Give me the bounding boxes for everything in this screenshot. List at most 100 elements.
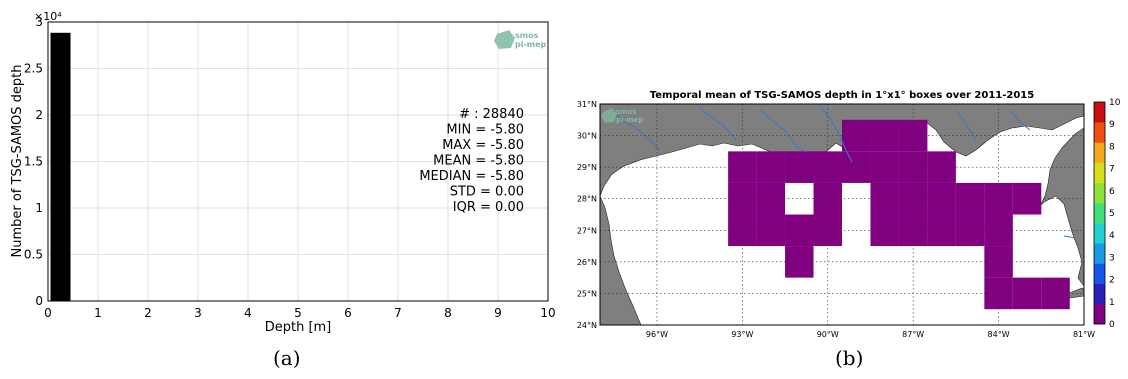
river-1 bbox=[609, 109, 661, 151]
rivers bbox=[609, 105, 1077, 239]
x-tick-label: 8 bbox=[444, 306, 452, 320]
colorbar-tick-label: 3 bbox=[1109, 253, 1115, 263]
y-tick-label: 0 bbox=[35, 294, 43, 308]
x-tick-label: 0 bbox=[44, 306, 52, 320]
colorbar-segment bbox=[1094, 202, 1105, 224]
logo-text-line2: pi-mep bbox=[515, 40, 547, 49]
y-axis-label: Number of TSG-SAMOS depth bbox=[10, 64, 25, 257]
colorbar-segment bbox=[1094, 182, 1105, 204]
colorbar-tick-label: 0 bbox=[1109, 320, 1115, 330]
x-tick-label: 1 bbox=[94, 306, 102, 320]
histogram-panel: 0 1 2 3 4 5 6 7 8 9 10 0 0.5 1 1.5 2 2.5 3 ×10⁴ Depth [m… bbox=[10, 10, 556, 335]
longitude-label: 81°W bbox=[1073, 330, 1095, 339]
river-2 bbox=[699, 107, 737, 141]
colorbar-segment bbox=[1094, 142, 1105, 163]
colorbar-segment bbox=[1094, 263, 1105, 284]
y-tick-label: 2 bbox=[35, 108, 43, 122]
x-tick-label: 3 bbox=[194, 306, 202, 320]
y-tick-label: 2.5 bbox=[24, 62, 43, 76]
stat-line: MEAN = -5.80 bbox=[433, 154, 524, 169]
colorbar-tick-label: 9 bbox=[1109, 120, 1115, 130]
colorbar-tick-label: 2 bbox=[1109, 276, 1115, 286]
stat-line: # : 28840 bbox=[459, 107, 524, 122]
river-6 bbox=[1009, 109, 1031, 131]
colorbar-segment bbox=[1094, 243, 1105, 264]
x-tick-label: 2 bbox=[144, 306, 152, 320]
latitude-labels: 24°N 25°N 26°N 27°N 28°N 29°N 30°N 31°N bbox=[577, 100, 597, 330]
latitude-label: 24°N bbox=[577, 321, 597, 330]
latitude-label: 25°N bbox=[577, 289, 597, 298]
longitude-labels: 96°W 93°W 90°W 87°W 84°W 81°W bbox=[646, 330, 1095, 339]
latitude-label: 27°N bbox=[577, 226, 597, 235]
stat-line: MEDIAN = -5.80 bbox=[419, 169, 524, 184]
x-tick-label: 9 bbox=[494, 306, 502, 320]
stat-line: MIN = -5.80 bbox=[446, 123, 524, 138]
longitude-label: 90°W bbox=[817, 330, 839, 339]
y-tick-label: 3 bbox=[35, 15, 43, 29]
colorbar-segment bbox=[1094, 303, 1105, 325]
logo-emblem-icon bbox=[494, 30, 515, 49]
longitude-label: 84°W bbox=[988, 330, 1010, 339]
colorbar: 0 1 2 3 4 5 6 7 8 9 10 bbox=[1093, 98, 1121, 330]
colorbar-segment bbox=[1094, 102, 1105, 123]
stat-line: STD = 0.00 bbox=[450, 185, 524, 200]
latitude-label: 30°N bbox=[577, 132, 597, 141]
latitude-label: 26°N bbox=[577, 258, 597, 267]
y-tick-label: 1.5 bbox=[24, 155, 43, 169]
data-cell bbox=[813, 182, 842, 215]
x-tick-label: 4 bbox=[244, 306, 252, 320]
map-frame bbox=[599, 103, 1085, 326]
x-tick-labels: 0 1 2 3 4 5 6 7 8 9 10 bbox=[44, 306, 555, 320]
logo-emblem-icon bbox=[601, 108, 617, 123]
logo-text-line1: smos bbox=[515, 31, 539, 40]
colorbar-tick-label: 6 bbox=[1109, 187, 1115, 197]
x-tick-label: 10 bbox=[540, 306, 555, 320]
longitude-label: 93°W bbox=[731, 330, 753, 339]
river-7 bbox=[1063, 235, 1077, 239]
smos-pimep-logo: smos pi-mep bbox=[494, 30, 547, 49]
colorbar-frame bbox=[1093, 101, 1106, 325]
data-cell bbox=[927, 182, 956, 215]
x-tick-label: 6 bbox=[344, 306, 352, 320]
histogram-bar bbox=[50, 32, 71, 302]
caption-b: (b) bbox=[835, 346, 864, 370]
stat-line: IQR = 0.00 bbox=[453, 200, 524, 215]
y-tick-label: 0.5 bbox=[24, 248, 43, 262]
colorbar-tick-label: 1 bbox=[1109, 298, 1115, 308]
colorbar-tick-label: 5 bbox=[1109, 209, 1115, 219]
smos-pimep-logo-map: smos pi-mep bbox=[601, 108, 643, 124]
river-3 bbox=[759, 109, 807, 153]
data-cell bbox=[927, 151, 956, 183]
colorbar-tick-label: 10 bbox=[1109, 98, 1121, 108]
logo-text-line2: pi-mep bbox=[616, 116, 643, 124]
x-axis-label: Depth [m] bbox=[265, 320, 332, 335]
y-tick-label: 1 bbox=[35, 201, 43, 215]
x-tick-label: 5 bbox=[294, 306, 302, 320]
histogram-bars bbox=[50, 32, 71, 302]
colorbar-segment bbox=[1094, 122, 1105, 143]
colorbar-segment bbox=[1094, 223, 1105, 244]
x-tick-label: 7 bbox=[394, 306, 402, 320]
map-title: Temporal mean of TSG-SAMOS depth in 1°x1… bbox=[650, 90, 1035, 101]
data-cell bbox=[927, 214, 956, 247]
stat-line: MAX = -5.80 bbox=[442, 138, 524, 153]
colorbar-tick-label: 7 bbox=[1109, 165, 1115, 175]
longitude-label: 87°W bbox=[902, 330, 924, 339]
colorbar-segment bbox=[1094, 162, 1105, 184]
longitude-label: 96°W bbox=[646, 330, 668, 339]
latitude-label: 28°N bbox=[577, 195, 597, 204]
y-tick-labels: 0 0.5 1 1.5 2 2.5 3 bbox=[24, 15, 43, 308]
map-panel: Temporal mean of TSG-SAMOS depth in 1°x1… bbox=[577, 90, 1121, 339]
latitude-label: 29°N bbox=[577, 163, 597, 172]
colorbar-tick-label: 4 bbox=[1109, 231, 1115, 241]
logo-text-line1: smos bbox=[616, 108, 636, 116]
river-4 bbox=[819, 105, 853, 163]
river-5 bbox=[955, 109, 977, 141]
colorbar-segment bbox=[1094, 283, 1105, 305]
colorbar-tick-label: 8 bbox=[1109, 142, 1115, 152]
caption-a: (a) bbox=[273, 346, 301, 370]
latitude-label: 31°N bbox=[577, 100, 597, 109]
y-offset-label: ×10⁴ bbox=[34, 10, 62, 23]
